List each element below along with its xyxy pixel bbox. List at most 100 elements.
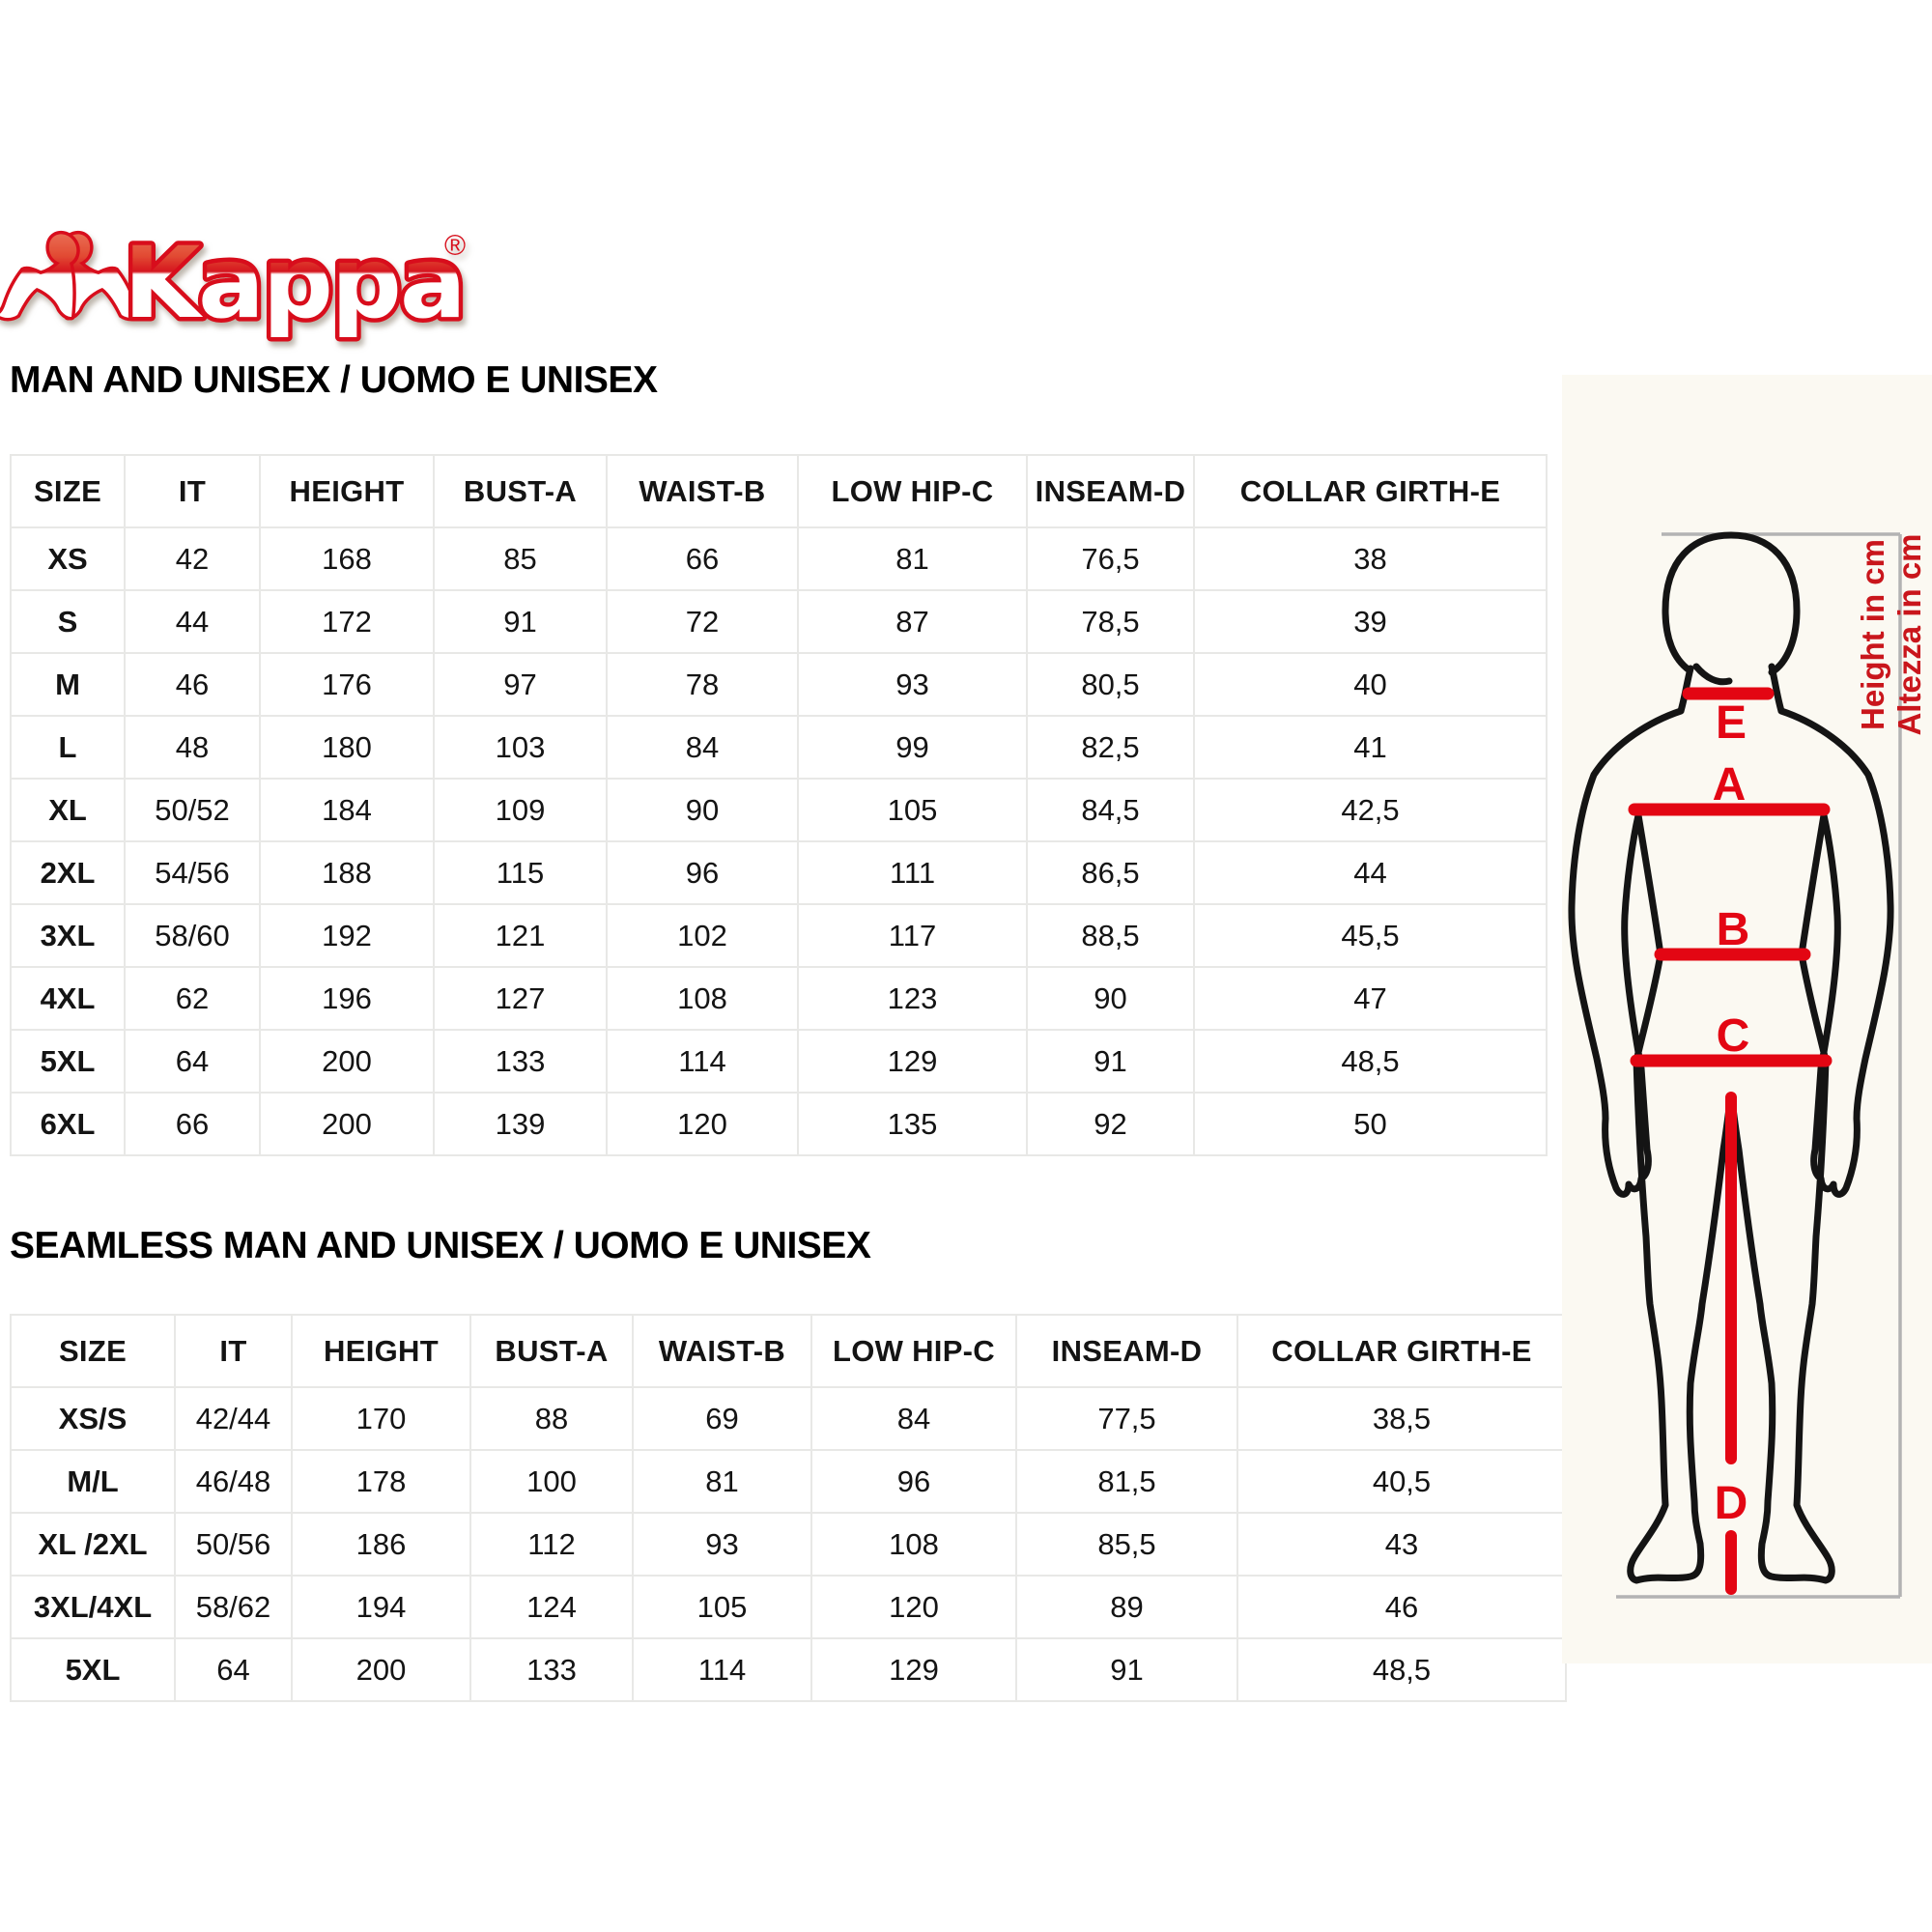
- value-cell: 40,5: [1236, 1449, 1567, 1514]
- value-cell: 97: [433, 652, 608, 717]
- table-row: XS/S 42/44 170 88 69 84 77,5 38,5: [10, 1386, 1567, 1451]
- value-cell: 133: [433, 1029, 608, 1094]
- column-header: COLLAR GIRTH-E: [1193, 454, 1548, 528]
- value-cell: 129: [797, 1029, 1028, 1094]
- table-row: M 46 176 97 78 93 80,5 40: [10, 652, 1548, 717]
- value-cell: 45,5: [1193, 903, 1548, 968]
- value-cell: 200: [259, 1092, 435, 1156]
- value-cell: 66: [124, 1092, 261, 1156]
- size-cell: XS/S: [10, 1386, 176, 1451]
- size-cell: 5XL: [10, 1029, 126, 1094]
- section-title-seamless: SEAMLESS MAN AND UNISEX / UOMO E UNISEX: [10, 1225, 871, 1266]
- size-cell: S: [10, 589, 126, 654]
- value-cell: 77,5: [1015, 1386, 1238, 1451]
- table-row: 5XL 64 200 133 114 129 91 48,5: [10, 1637, 1567, 1702]
- value-cell: 139: [433, 1092, 608, 1156]
- value-cell: 117: [797, 903, 1028, 968]
- height-bracket: [1616, 532, 1902, 1599]
- value-cell: 93: [797, 652, 1028, 717]
- column-header: HEIGHT: [291, 1314, 471, 1388]
- value-cell: 200: [291, 1637, 471, 1702]
- value-cell: 108: [810, 1512, 1017, 1577]
- measurement-bars: [1628, 687, 1833, 1595]
- column-header: SIZE: [10, 1314, 176, 1388]
- value-cell: 120: [606, 1092, 799, 1156]
- value-cell: 178: [291, 1449, 471, 1514]
- value-cell: 81: [632, 1449, 812, 1514]
- value-cell: 40: [1193, 652, 1548, 717]
- value-cell: 78,5: [1026, 589, 1195, 654]
- value-cell: 93: [632, 1512, 812, 1577]
- column-header: HEIGHT: [259, 454, 435, 528]
- value-cell: 90: [1026, 966, 1195, 1031]
- value-cell: 50: [1193, 1092, 1548, 1156]
- value-cell: 108: [606, 966, 799, 1031]
- value-cell: 46: [124, 652, 261, 717]
- value-cell: 85,5: [1015, 1512, 1238, 1577]
- column-header: COLLAR GIRTH-E: [1236, 1314, 1567, 1388]
- value-cell: 42,5: [1193, 778, 1548, 842]
- size-cell: L: [10, 715, 126, 780]
- value-cell: 81: [797, 526, 1028, 591]
- value-cell: 48: [124, 715, 261, 780]
- value-cell: 111: [797, 840, 1028, 905]
- value-cell: 66: [606, 526, 799, 591]
- value-cell: 184: [259, 778, 435, 842]
- value-cell: 91: [1026, 1029, 1195, 1094]
- value-cell: 50/56: [174, 1512, 293, 1577]
- value-cell: 62: [124, 966, 261, 1031]
- kappa-wordmark: Kappa: [124, 226, 465, 341]
- size-cell: 3XL/4XL: [10, 1575, 176, 1639]
- column-header: INSEAM-D: [1015, 1314, 1238, 1388]
- value-cell: 39: [1193, 589, 1548, 654]
- column-header: WAIST-B: [606, 454, 799, 528]
- value-cell: 88,5: [1026, 903, 1195, 968]
- size-table-seamless: SIZE IT HEIGHT BUST-A WAIST-B LOW HIP-C INSEAM…: [10, 1314, 1567, 1702]
- value-cell: 82,5: [1026, 715, 1195, 780]
- value-cell: 90: [606, 778, 799, 842]
- value-cell: 86,5: [1026, 840, 1195, 905]
- value-cell: 194: [291, 1575, 471, 1639]
- column-header: IT: [124, 454, 261, 528]
- value-cell: 64: [124, 1029, 261, 1094]
- collar-label: E: [1716, 697, 1747, 749]
- table-row: 6XL 66 200 139 120 135 92 50: [10, 1092, 1548, 1156]
- value-cell: 42/44: [174, 1386, 293, 1451]
- value-cell: 188: [259, 840, 435, 905]
- value-cell: 43: [1236, 1512, 1567, 1577]
- column-header: BUST-A: [433, 454, 608, 528]
- value-cell: 105: [797, 778, 1028, 842]
- value-cell: 88: [469, 1386, 634, 1451]
- height-note-it: Altezza in cm: [1891, 533, 1927, 735]
- value-cell: 115: [433, 840, 608, 905]
- measurement-letters: E A B C D: [1713, 697, 1750, 1529]
- kappa-logo: Kappa ®: [12, 222, 470, 346]
- column-header: LOW HIP-C: [810, 1314, 1017, 1388]
- value-cell: 121: [433, 903, 608, 968]
- value-cell: 84: [810, 1386, 1017, 1451]
- value-cell: 200: [259, 1029, 435, 1094]
- value-cell: 124: [469, 1575, 634, 1639]
- value-cell: 172: [259, 589, 435, 654]
- value-cell: 87: [797, 589, 1028, 654]
- size-cell: 5XL: [10, 1637, 176, 1702]
- value-cell: 91: [433, 589, 608, 654]
- column-header: WAIST-B: [632, 1314, 812, 1388]
- value-cell: 100: [469, 1449, 634, 1514]
- value-cell: 58/62: [174, 1575, 293, 1639]
- size-cell: XS: [10, 526, 126, 591]
- value-cell: 123: [797, 966, 1028, 1031]
- value-cell: 192: [259, 903, 435, 968]
- height-notes: Height in cm Altezza in cm: [1855, 533, 1927, 735]
- value-cell: 76,5: [1026, 526, 1195, 591]
- value-cell: 72: [606, 589, 799, 654]
- value-cell: 133: [469, 1637, 634, 1702]
- size-cell: XL: [10, 778, 126, 842]
- table-row: XS 42 168 85 66 81 76,5 38: [10, 526, 1548, 591]
- value-cell: 81,5: [1015, 1449, 1238, 1514]
- value-cell: 114: [632, 1637, 812, 1702]
- value-cell: 109: [433, 778, 608, 842]
- column-header: SIZE: [10, 454, 126, 528]
- value-cell: 42: [124, 526, 261, 591]
- value-cell: 186: [291, 1512, 471, 1577]
